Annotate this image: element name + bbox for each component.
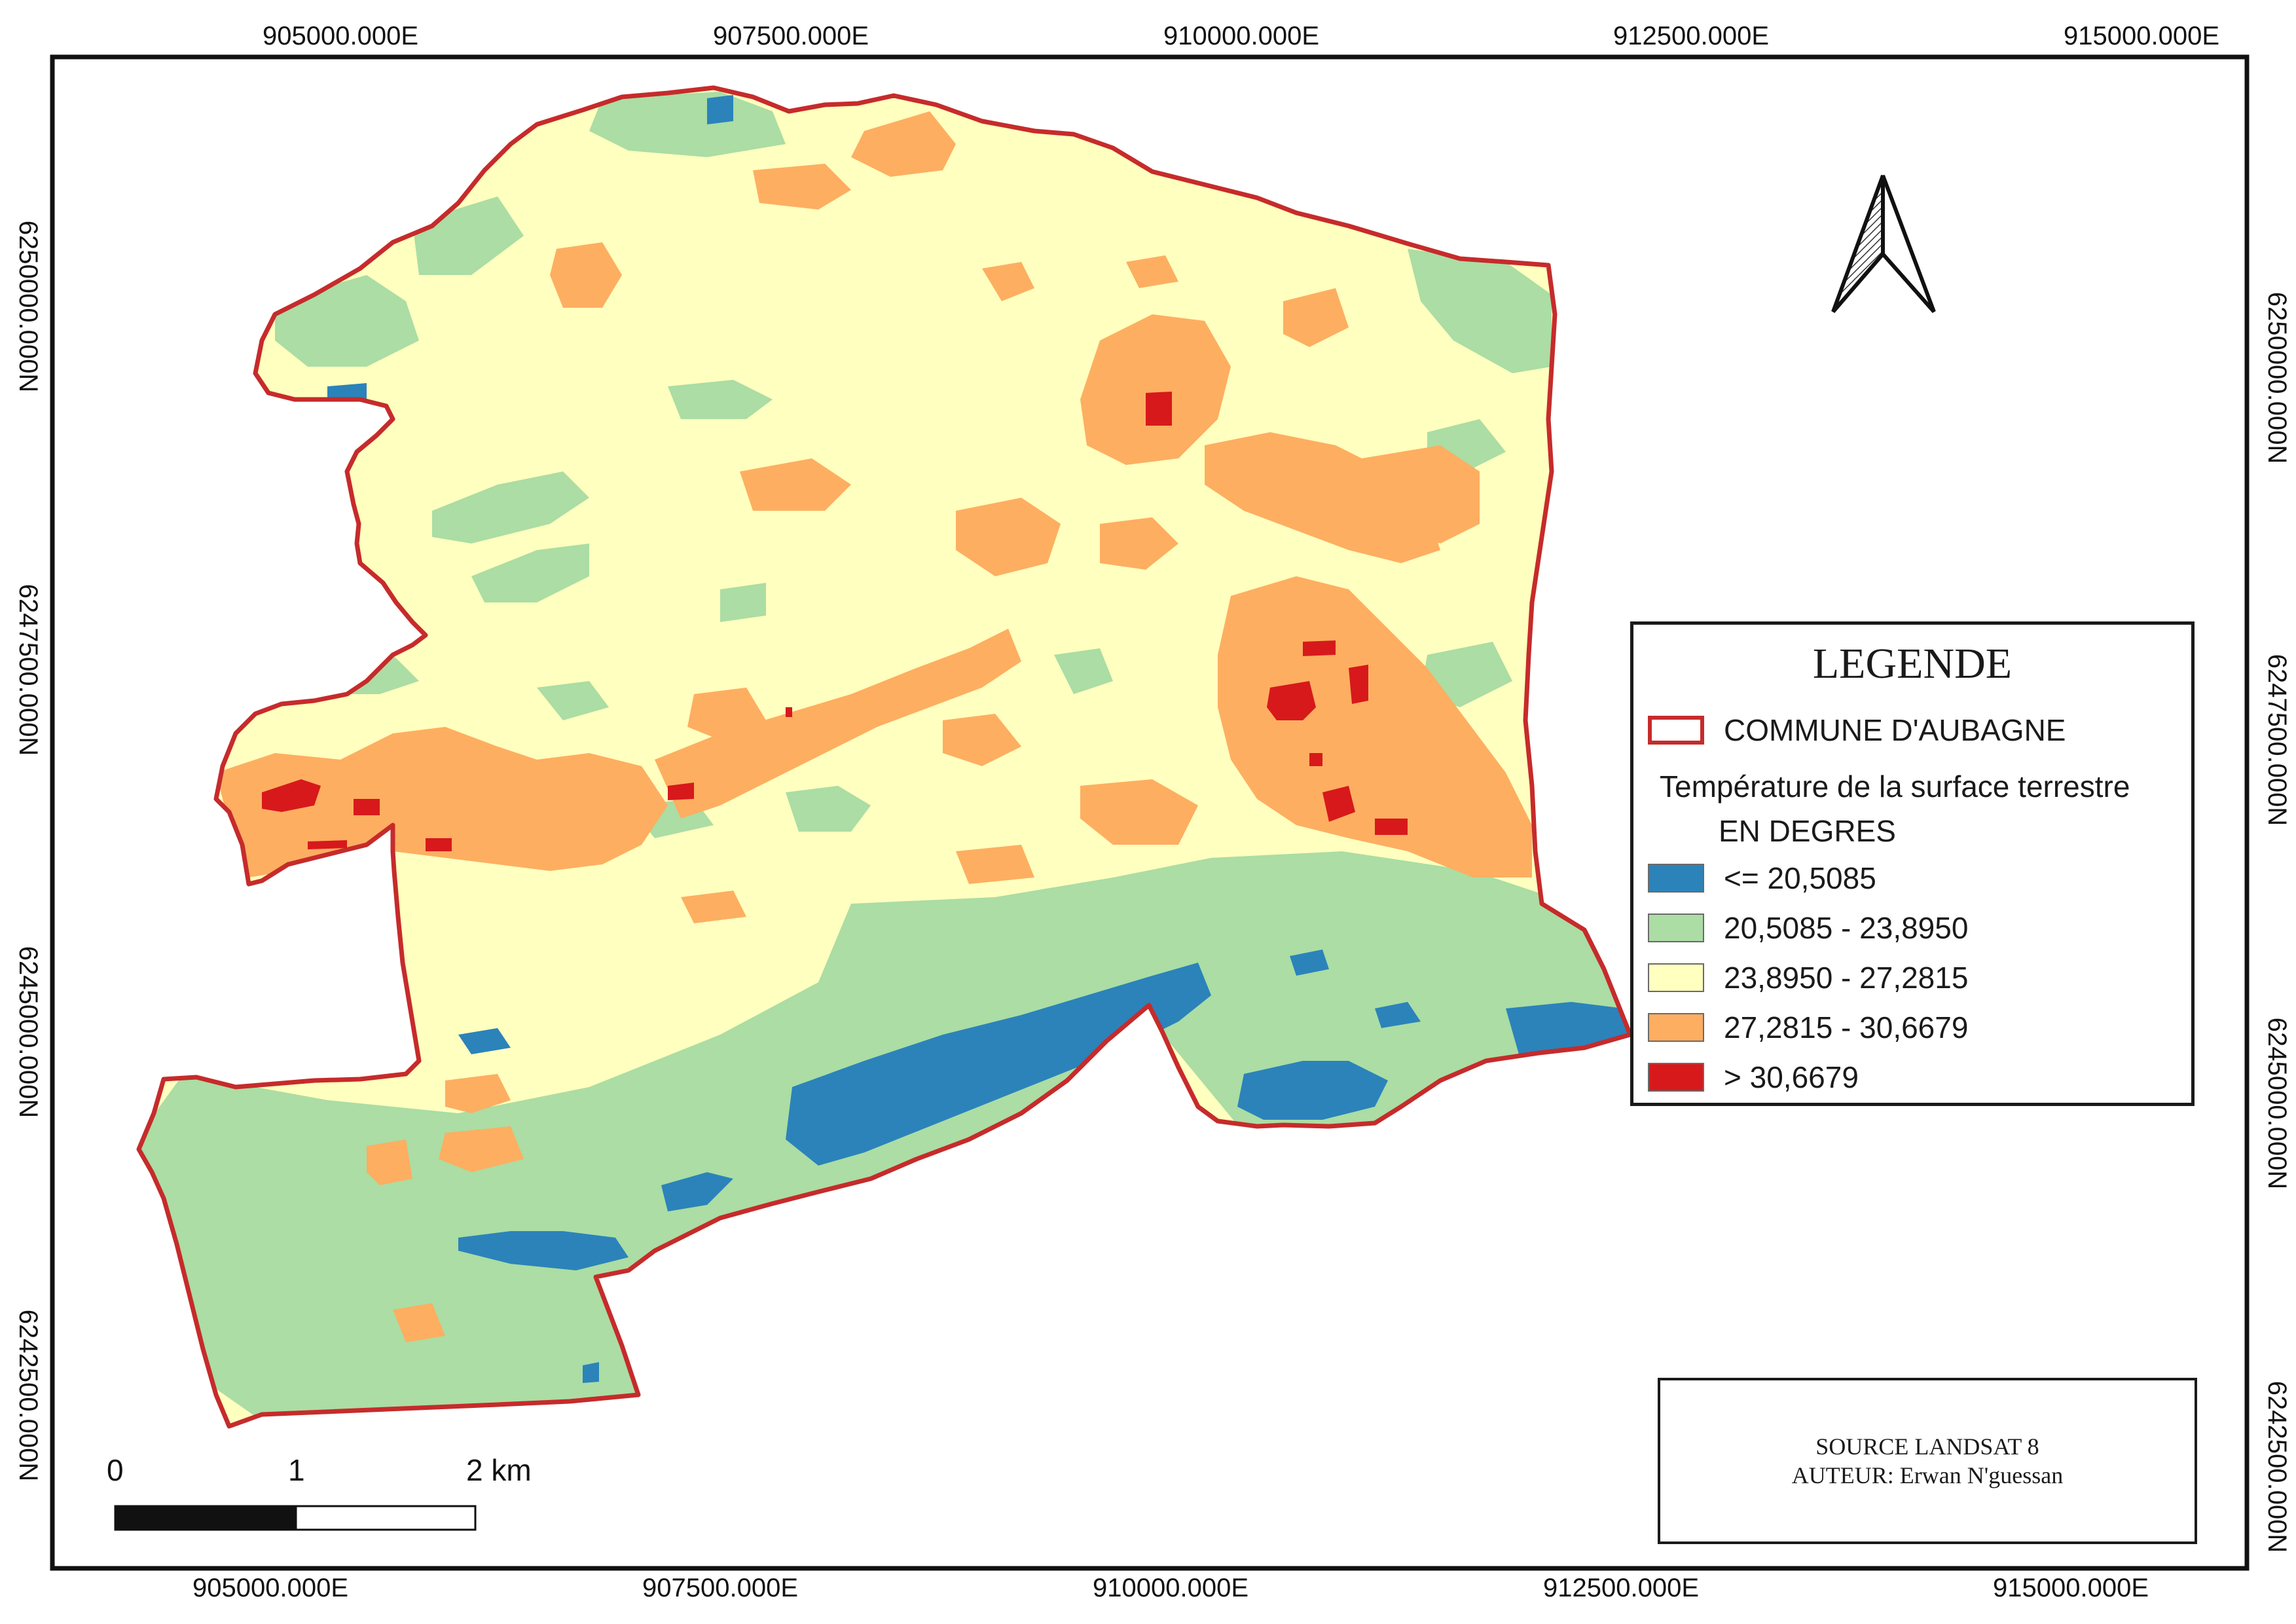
- grid-label-right: 6247500.000N: [2263, 654, 2291, 826]
- legend-label-class-4: 27,2815 - 30,6679: [1724, 1010, 1969, 1044]
- grid-labels-bottom: 905000.000E 907500.000E 910000.000E 9125…: [192, 1574, 2149, 1602]
- source-line: SOURCE LANDSAT 8: [1815, 1433, 2039, 1460]
- grid-label-left: 6250000.000N: [14, 221, 43, 392]
- author-line: AUTEUR: Erwan N'guessan: [1791, 1462, 2064, 1488]
- legend-swatch-class-3: [1648, 963, 1704, 992]
- legend-label-boundary: COMMUNE D'AUBAGNE: [1724, 713, 2066, 747]
- grid-label-right: 6242500.000N: [2263, 1381, 2291, 1553]
- legend-swatch-class-2: [1648, 913, 1704, 942]
- raster-class-1-zones: [327, 95, 1630, 1383]
- legend-units: EN DEGRES: [1719, 814, 1896, 848]
- grid-labels-top: 905000.000E 907500.000E 910000.000E 9125…: [263, 22, 2219, 50]
- grid-labels-right: 6250000.000N 6247500.000N 6245000.000N 6…: [2263, 292, 2291, 1553]
- legend-label-class-5: > 30,6679: [1724, 1060, 1859, 1094]
- grid-label-right: 6245000.000N: [2263, 1018, 2291, 1189]
- grid-label-top: 912500.000E: [1613, 22, 1769, 50]
- grid-labels-left: 6250000.000N 6247500.000N 6245000.000N 6…: [14, 221, 43, 1481]
- legend-row-class-4: 27,2815 - 30,6679: [1648, 1010, 1969, 1044]
- legend: LEGENDE COMMUNE D'AUBAGNE Température de…: [1630, 621, 2195, 1106]
- grid-label-bottom: 912500.000E: [1543, 1574, 1699, 1602]
- scale-label-2km: 2 km: [466, 1453, 532, 1487]
- grid-label-top: 910000.000E: [1163, 22, 1319, 50]
- legend-label-class-2: 20,5085 - 23,8950: [1724, 911, 1969, 945]
- grid-label-top: 907500.000E: [713, 22, 869, 50]
- grid-label-bottom: 905000.000E: [192, 1574, 348, 1602]
- legend-row-class-2: 20,5085 - 23,8950: [1648, 911, 1969, 945]
- grid-label-bottom: 910000.000E: [1093, 1574, 1248, 1602]
- legend-label-class-3: 23,8950 - 27,2815: [1724, 961, 1969, 995]
- scale-label-0: 0: [107, 1453, 124, 1487]
- scale-bar-black-segment: [114, 1505, 297, 1531]
- legend-swatch-boundary: [1648, 716, 1704, 745]
- legend-label-class-1: <= 20,5085: [1724, 861, 1876, 895]
- legend-swatch-class-4: [1648, 1013, 1704, 1042]
- legend-row-class-1: <= 20,5085: [1648, 861, 1876, 895]
- legend-row-class-5: > 30,6679: [1648, 1060, 1859, 1094]
- legend-swatch-class-1: [1648, 864, 1704, 893]
- legend-row-class-3: 23,8950 - 27,2815: [1648, 961, 1969, 995]
- legend-row-boundary: COMMUNE D'AUBAGNE: [1648, 713, 2066, 747]
- legend-title: LEGENDE: [1812, 640, 2013, 688]
- grid-label-bottom: 907500.000E: [642, 1574, 798, 1602]
- north-arrow-icon: [1831, 174, 1936, 313]
- grid-label-left: 6247500.000N: [14, 584, 43, 756]
- grid-label-top: 905000.000E: [263, 22, 418, 50]
- grid-label-right: 6250000.000N: [2263, 292, 2291, 464]
- raster-class-4-zones: [216, 111, 1532, 1342]
- legend-swatch-class-5: [1648, 1063, 1704, 1092]
- scale-label-1: 1: [288, 1453, 305, 1487]
- grid-label-left: 6245000.000N: [14, 946, 43, 1118]
- raster-class-5-zones: [262, 392, 1408, 851]
- legend-layer-title: Température de la surface terrestre: [1660, 769, 2130, 803]
- source-box: SOURCE LANDSAT 8 AUTEUR: Erwan N'guessan: [1658, 1378, 2197, 1544]
- grid-label-left: 6242500.000N: [14, 1310, 43, 1481]
- grid-label-bottom: 915000.000E: [1993, 1574, 2149, 1602]
- grid-label-top: 915000.000E: [2064, 22, 2219, 50]
- scale-bar: [114, 1505, 477, 1531]
- scale-bar-white-segment: [295, 1505, 477, 1531]
